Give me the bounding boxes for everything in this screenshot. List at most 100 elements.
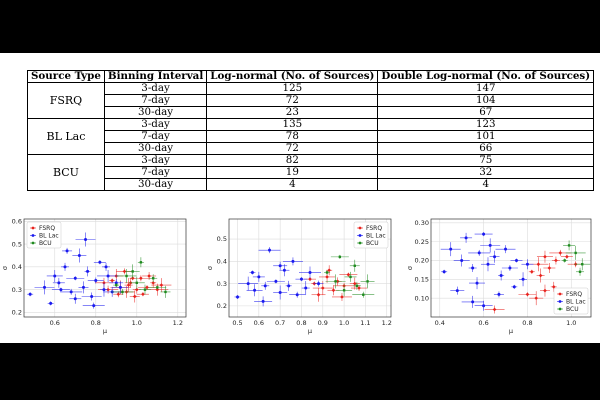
legend-label: BL Lac: [366, 233, 386, 240]
y-tick-label: 0.3: [217, 280, 227, 288]
data-point-bl-lac: [278, 264, 282, 268]
data-point-bl-lac: [525, 262, 529, 266]
data-point-bcu: [578, 270, 582, 273]
plot-frame: [228, 218, 392, 318]
plot-frame: [430, 218, 592, 318]
double-cell: 4: [377, 178, 595, 191]
data-point-bl-lac: [92, 304, 96, 308]
data-point-bcu: [156, 286, 159, 289]
legend-label: FSRQ: [566, 291, 582, 298]
legend-marker: [31, 234, 35, 237]
data-point-bcu: [355, 284, 359, 288]
data-point-bl-lac: [295, 293, 299, 297]
data-point-bl-lac: [268, 248, 271, 252]
x-tick-label: 0.8: [522, 319, 532, 327]
data-point-bcu: [143, 288, 147, 291]
legend-box: [353, 221, 389, 249]
data-point-bl-lac: [482, 304, 486, 308]
y-tick-label: 0.20: [415, 257, 429, 265]
scatter-plot-1: 0.6 0.8 1.0 1.2 0.2 0.3 0.4 0.5 0.6 μ σ FSRQ BL Lac B…: [0, 213, 195, 338]
x-tick-label: 0.8: [91, 319, 101, 327]
data-point-bl-lac: [304, 286, 308, 290]
data-point-bl-lac: [114, 281, 118, 285]
x-tick-label: 0.4: [435, 319, 445, 327]
lognormal-cell: 23: [206, 106, 379, 119]
data-point-bl-lac: [77, 253, 81, 257]
data-point-bl-lac: [512, 285, 516, 289]
data-point-bcu: [338, 255, 342, 259]
data-point-bcu: [362, 293, 365, 296]
data-point-bl-lac: [28, 292, 32, 296]
y-axis-label: σ: [406, 266, 414, 270]
x-tick-label: 0.6: [254, 319, 264, 327]
legend-label: BL Lac: [566, 299, 586, 306]
data-point-fsrq: [547, 266, 552, 270]
data-point-bl-lac: [499, 274, 503, 278]
header-binning-interval: Binning Interval: [103, 70, 208, 83]
data-point-bl-lac: [81, 285, 85, 289]
legend-marker: [558, 307, 562, 311]
data-point-bl-lac: [442, 270, 446, 274]
data-point-bl-lac: [84, 238, 88, 242]
data-point-bl-lac: [449, 247, 453, 251]
x-tick-label: 1.0: [132, 319, 142, 327]
lognormal-cell: 72: [206, 94, 379, 107]
data-point-bl-lac: [73, 297, 77, 301]
legend-label: FSRQ: [39, 225, 55, 232]
data-point-bl-lac: [261, 299, 265, 303]
interval-cell: 3-day: [103, 82, 208, 95]
data-point-fsrq: [316, 292, 321, 297]
data-point-bl-lac: [106, 274, 110, 278]
data-point-fsrq: [320, 286, 325, 290]
legend-box: [26, 221, 62, 249]
data-point-bl-lac: [471, 300, 475, 304]
legend-label: BCU: [566, 306, 579, 313]
data-point-bcu: [581, 263, 584, 266]
x-tick-label: 1.2: [382, 319, 392, 327]
interval-cell: 7-day: [103, 130, 208, 143]
double-cell: 75: [377, 154, 595, 167]
x-tick-label: 1.1: [360, 319, 370, 327]
data-point-fsrq: [151, 280, 156, 285]
data-point-bcu: [563, 259, 566, 262]
data-point-bcu: [139, 261, 143, 264]
table-row: 30-day 23 67: [28, 106, 595, 119]
legend-label: BCU: [366, 240, 379, 247]
interval-cell: 30-day: [103, 142, 208, 155]
data-point-fsrq: [565, 254, 569, 259]
data-point-bcu: [349, 275, 352, 279]
interval-cell: 30-day: [103, 178, 208, 191]
legend-label: BCU: [39, 240, 52, 247]
plot-frame: [23, 218, 187, 318]
data-point-bcu: [121, 290, 124, 294]
data-point-bcu: [131, 270, 134, 273]
x-tick-label: 0.6: [478, 319, 488, 327]
data-point-bl-lac: [43, 285, 47, 289]
table-row: 7-day 72 104: [28, 94, 595, 107]
table-row: 30-day 72 66: [28, 142, 595, 155]
data-point-bl-lac: [86, 269, 90, 273]
table-row: BCU 3-day 82 75: [27, 154, 595, 191]
legend-marker: [31, 241, 35, 245]
legend-marker: [358, 234, 362, 237]
data-point-bcu: [574, 251, 577, 255]
x-tick-label: 0.7: [275, 319, 285, 327]
data-point-bl-lac: [493, 255, 497, 259]
table-row: 30-day 4 4: [28, 178, 595, 191]
data-point-bcu: [125, 274, 128, 278]
figure-page: Source Type Binning Interval Log-normal …: [0, 53, 600, 343]
lognormal-cell: 135: [206, 118, 379, 131]
data-point-bl-lac: [497, 292, 501, 296]
double-cell: 101: [377, 130, 595, 143]
x-tick-label: 0.8: [296, 319, 306, 327]
data-point-bl-lac: [49, 301, 53, 305]
y-tick-label: 0.25: [415, 238, 429, 246]
data-point-bl-lac: [65, 249, 69, 253]
y-tick-label: 0.15: [415, 276, 429, 284]
lognormal-cell: 4: [206, 178, 379, 191]
data-point-bl-lac: [257, 275, 261, 279]
data-point-bl-lac: [73, 276, 77, 280]
y-tick-label: 0.3: [12, 286, 22, 294]
data-point-fsrq: [145, 285, 149, 290]
y-tick-label: 0.30: [415, 219, 429, 227]
